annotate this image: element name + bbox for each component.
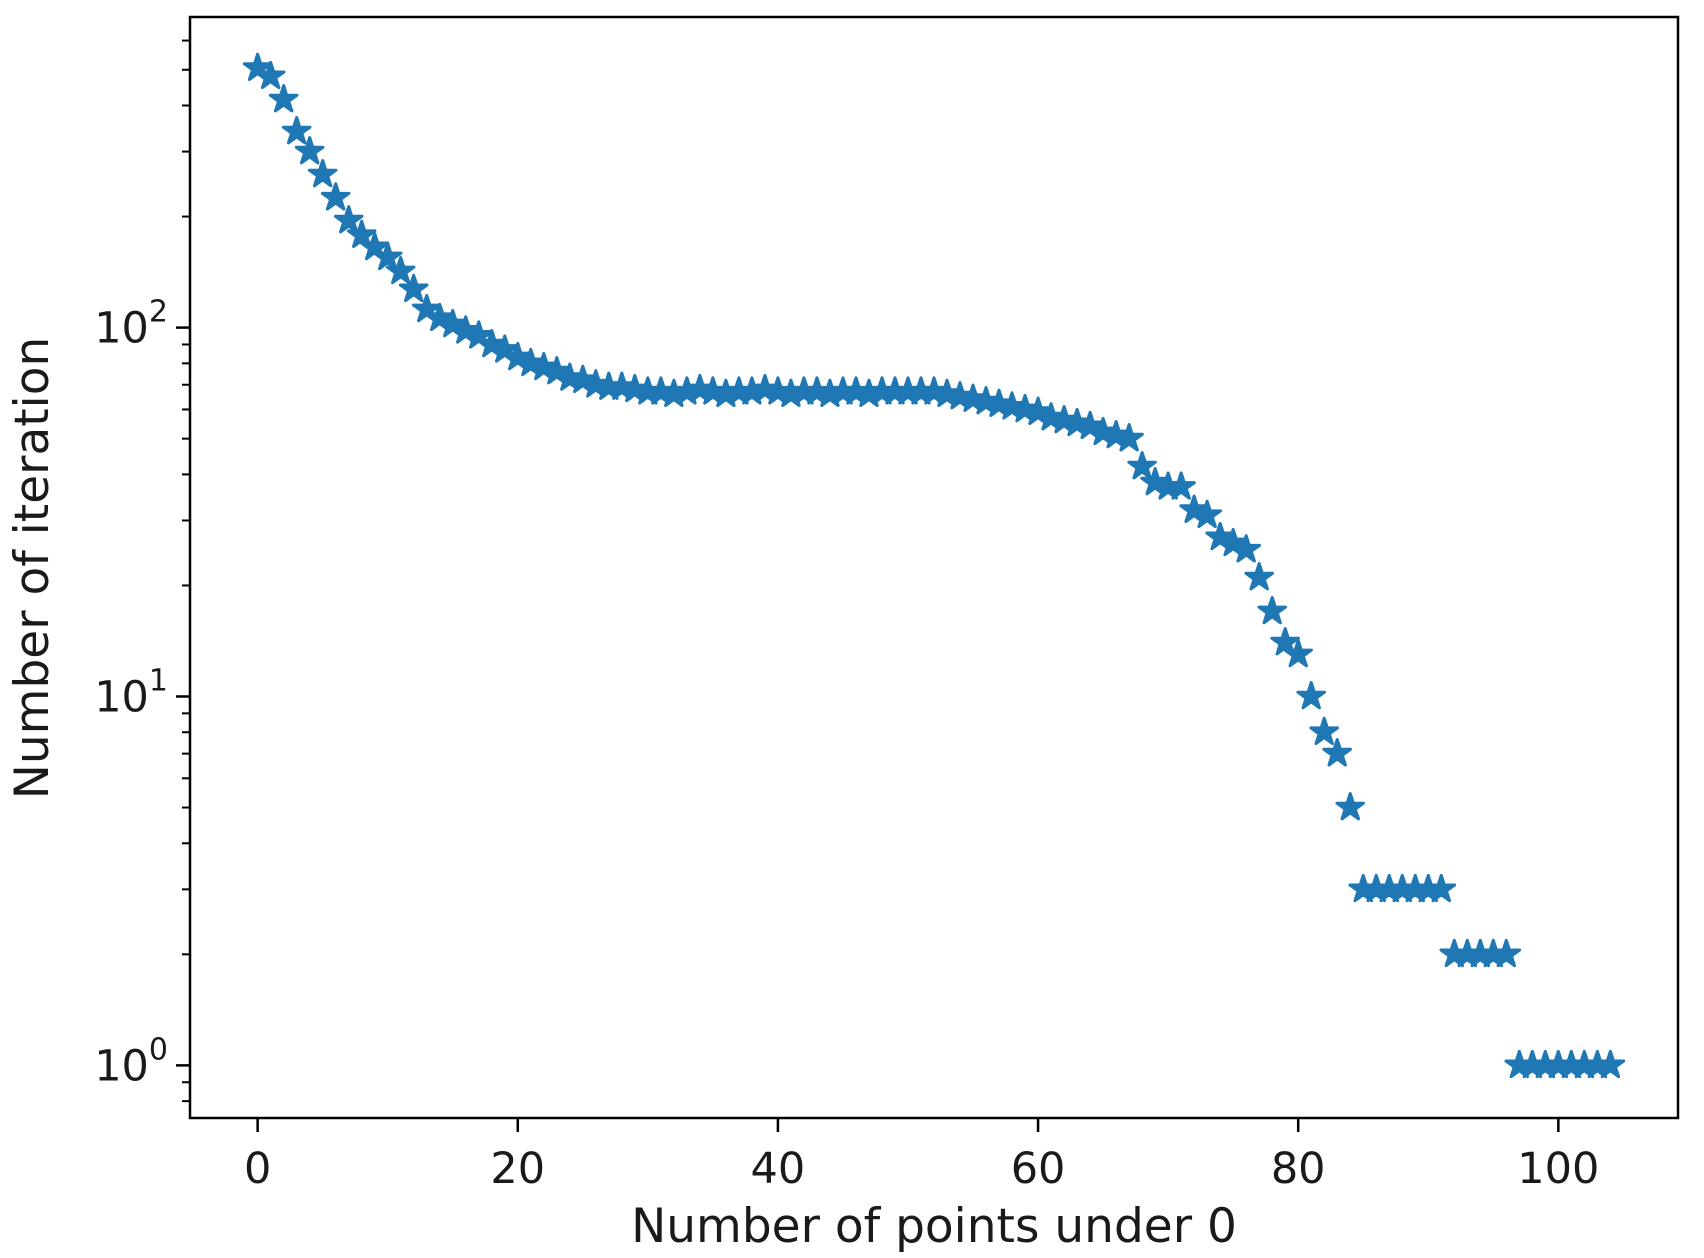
data-point-star [1335, 792, 1365, 821]
data-point-star [268, 84, 299, 113]
data-point-star [372, 241, 403, 271]
x-axis-ticks [256, 1118, 1560, 1132]
data-point-star [1595, 1049, 1626, 1079]
data-point-star [1231, 534, 1261, 563]
x-tick-label: 60 [1011, 1144, 1066, 1194]
data-point-star [1296, 681, 1326, 710]
data-point-star [320, 182, 351, 211]
data-point-star [1491, 938, 1522, 968]
data-point-star [1192, 499, 1222, 529]
y-axis-label: Number of iteration [5, 337, 60, 800]
data-point-star [1205, 521, 1235, 551]
data-point-star [1023, 396, 1053, 425]
y-tick-label: 102 [94, 295, 168, 354]
data-point-star [1426, 873, 1457, 903]
data-series [242, 52, 1626, 1079]
data-point-star [424, 302, 455, 332]
x-tick-label: 40 [751, 1144, 806, 1194]
y-tick-label: 100 [94, 1032, 168, 1091]
data-point-star [1127, 451, 1157, 480]
data-point-star [476, 329, 507, 358]
data-point-star [1257, 596, 1287, 625]
data-point-star [346, 219, 377, 248]
data-point-star [542, 356, 572, 385]
data-point-star [1322, 738, 1352, 767]
data-point-star [1166, 471, 1196, 500]
data-point-star [437, 308, 468, 338]
data-point-star [307, 159, 338, 188]
data-point-star [1309, 716, 1339, 746]
data-point-star [1218, 527, 1248, 557]
data-point-star [333, 205, 364, 234]
data-point-star [1270, 627, 1300, 656]
data-point-star [385, 255, 416, 285]
y-tick-label: 101 [94, 663, 168, 722]
data-point-star [255, 60, 286, 90]
x-tick-label: 80 [1271, 1144, 1326, 1194]
data-point-star [398, 273, 429, 303]
data-point-star [294, 136, 325, 165]
data-point-star [503, 341, 533, 371]
data-point-star [1075, 410, 1105, 440]
y-axis-tick-labels: 102 101 100 [94, 295, 168, 1092]
data-point-star [1283, 639, 1313, 668]
x-tick-label: 100 [1517, 1144, 1599, 1194]
data-point-star [1114, 423, 1144, 452]
x-tick-label: 20 [490, 1144, 545, 1194]
data-point-star [490, 334, 520, 363]
x-tick-label: 0 [244, 1144, 271, 1194]
data-point-star [1244, 562, 1274, 591]
data-point-star [281, 116, 312, 145]
x-axis-tick-labels: 0 20 40 60 80 100 [244, 1144, 1599, 1194]
y-axis-ticks [176, 39, 190, 1103]
plot-area [188, 15, 1680, 1120]
x-axis-label: Number of points under 0 [631, 1199, 1237, 1254]
